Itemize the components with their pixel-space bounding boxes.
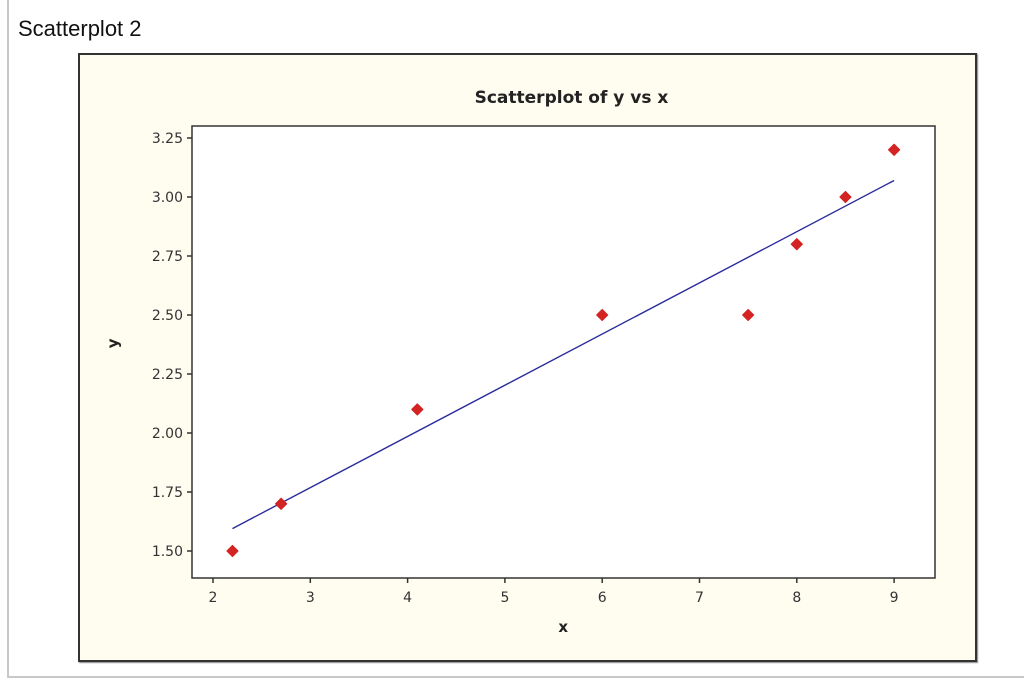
x-tick-label: 9	[890, 590, 899, 606]
y-axis-label: y	[104, 338, 122, 348]
data-point	[790, 238, 803, 251]
y-tick-label: 2.00	[152, 426, 183, 442]
y-tick-label: 2.75	[152, 249, 183, 265]
x-tick-label: 4	[403, 590, 412, 606]
chart-frame: Scatterplot of y vs x 1.50 1.75 2.00 2.25 2.5…	[78, 53, 977, 662]
plot-area	[191, 125, 936, 579]
y-tick-label: 3.00	[152, 190, 183, 206]
y-tick-label: 2.50	[152, 308, 183, 324]
x-tick-label: 7	[695, 590, 704, 606]
data-point	[839, 190, 852, 204]
y-tick-label: 1.50	[152, 544, 183, 560]
data-point	[596, 308, 609, 322]
y-tick-label: 3.25	[152, 131, 183, 147]
y-tick-label: 2.25	[152, 367, 183, 383]
x-tick-label: 5	[500, 590, 509, 606]
data-point	[275, 497, 288, 510]
data-point	[887, 143, 901, 156]
page-title: Scatterplot 2	[18, 16, 142, 41]
x-tick-label: 6	[598, 590, 607, 606]
chart-title: Scatterplot of y vs x	[475, 88, 669, 108]
x-tick-label: 2	[209, 590, 218, 606]
regression-line	[232, 179, 895, 530]
x-tick-label: 8	[792, 590, 801, 606]
y-tick-label: 1.75	[152, 485, 183, 501]
data-point	[411, 403, 424, 416]
x-axis-label: x	[558, 618, 568, 636]
scatter-chart: Scatterplot of y vs x 1.50 1.75 2.00 2.25 2.5…	[104, 88, 936, 636]
x-tick-label: 3	[306, 590, 315, 606]
question-container	[7, 0, 1024, 678]
data-point	[742, 308, 755, 322]
data-point	[226, 544, 239, 558]
